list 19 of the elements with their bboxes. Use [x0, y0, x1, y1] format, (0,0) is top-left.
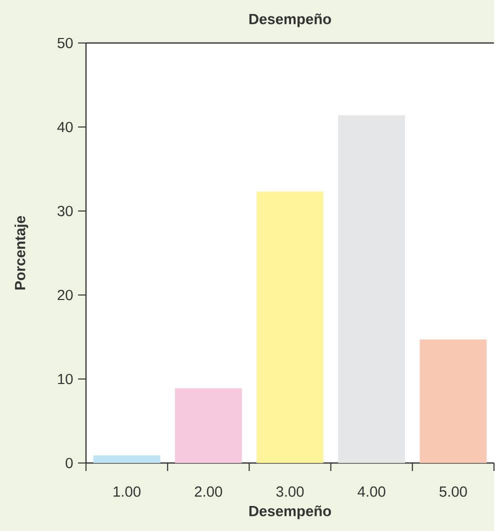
x-tick-label: 2.00 — [195, 486, 222, 497]
y-tick-label: 50 — [58, 38, 73, 48]
y-axis-title: Porcentaje — [14, 216, 28, 290]
y-tick-label: 10 — [58, 374, 73, 384]
bar — [338, 115, 406, 463]
y-tick-label: 30 — [58, 206, 73, 216]
y-tick-label: 40 — [58, 122, 73, 132]
bar — [94, 455, 160, 463]
bar — [420, 340, 487, 463]
x-tick-label: 1.00 — [114, 486, 141, 497]
x-axis-title: Desempeño — [250, 506, 332, 520]
bar — [175, 388, 242, 463]
y-tick-label: 0 — [66, 458, 73, 468]
x-tick-label: 4.00 — [358, 486, 386, 497]
chart-title: Desempeño — [250, 14, 332, 28]
bar — [256, 192, 324, 463]
y-tick-label: 20 — [58, 290, 73, 300]
x-tick-label: 5.00 — [440, 486, 468, 497]
x-tick-label: 3.00 — [276, 486, 304, 497]
